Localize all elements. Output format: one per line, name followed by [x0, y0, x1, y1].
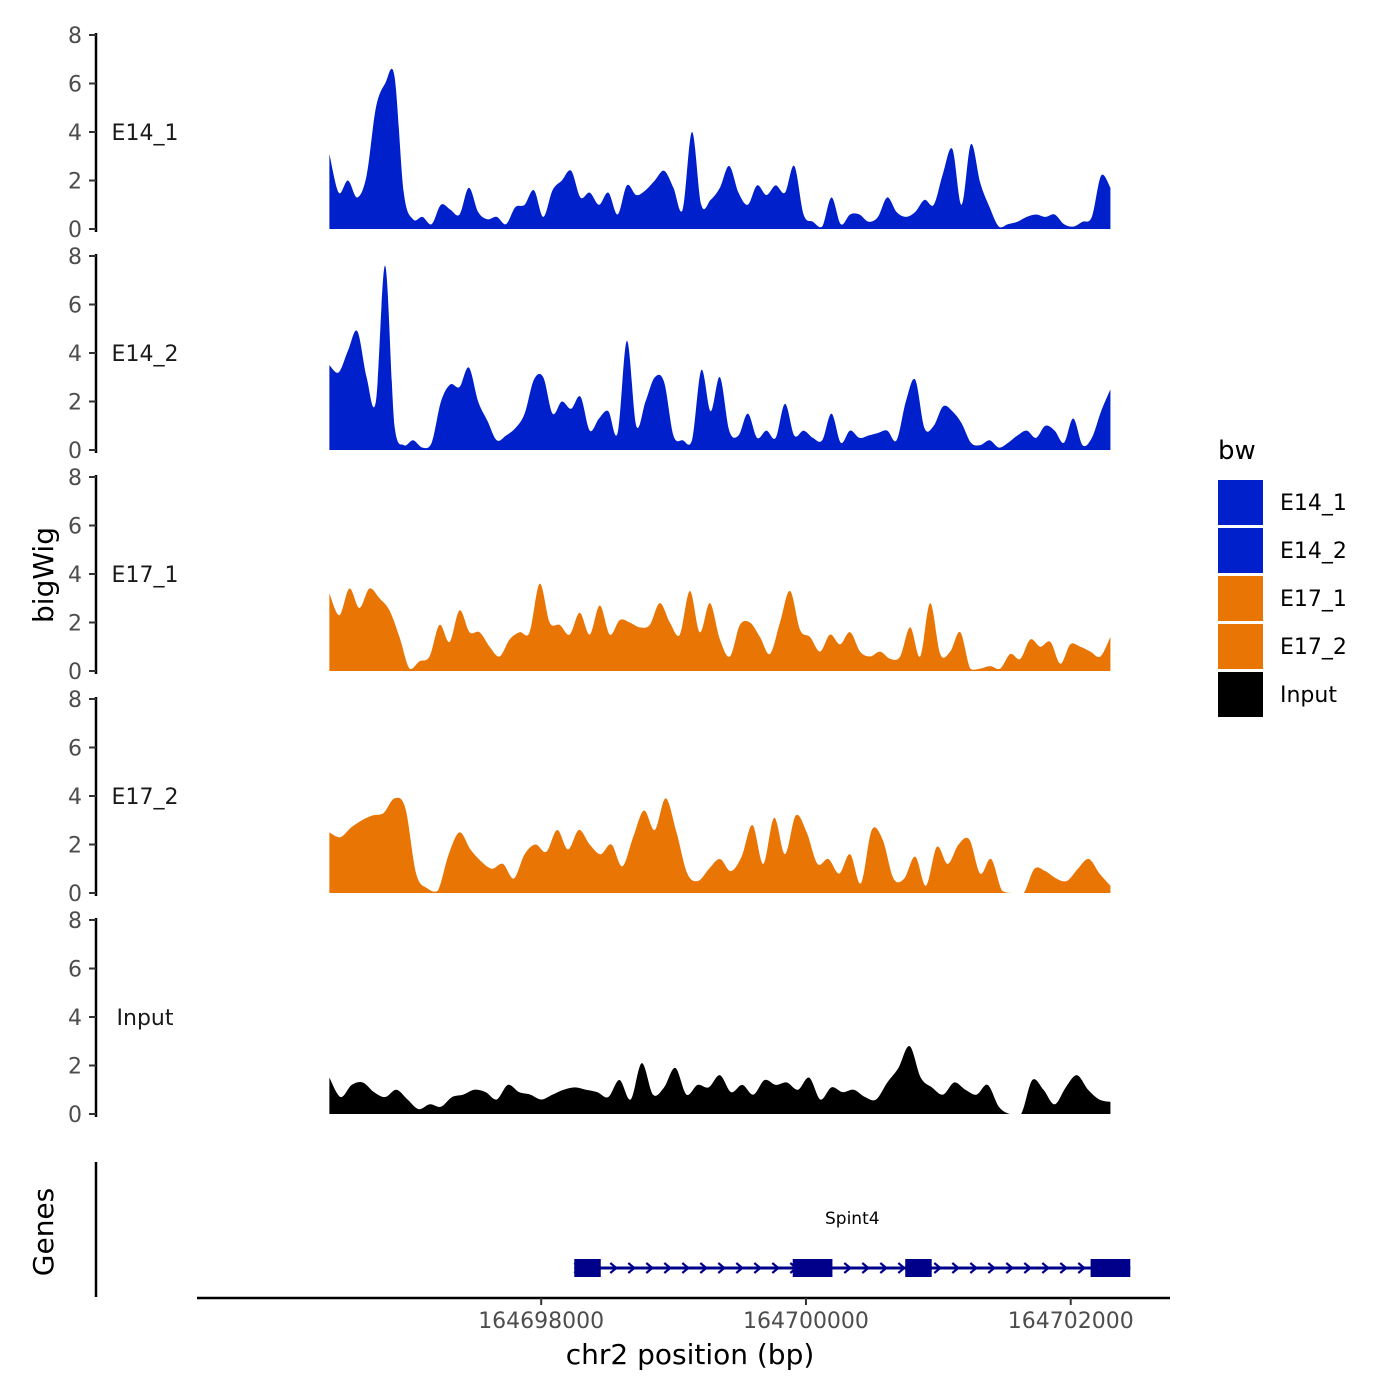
genes-layer: Spint4 — [94, 1162, 1131, 1297]
y-tick-label: 2 — [68, 612, 82, 637]
track-area-E14_2 — [329, 265, 1111, 450]
track-label: E17_1 — [112, 563, 179, 588]
y-tick-label: 0 — [68, 660, 82, 685]
legend-swatch-E14_1 — [1218, 480, 1263, 525]
strand-arrow — [843, 1262, 853, 1274]
exon — [1090, 1259, 1131, 1277]
tracks-layer: 0 2 4 6 8 E14_1 0 2 4 6 8 E14_2 0 2 4 6 8 E17_1 0 2 4 6 8 E17_2… — [68, 24, 1111, 1128]
legend-swatch-E17_1 — [1218, 576, 1263, 621]
y-tick-label: 8 — [68, 466, 82, 491]
strand-arrow — [753, 1262, 763, 1274]
track-label: Input — [117, 1006, 174, 1031]
exon — [574, 1259, 601, 1277]
y-tick-label: 2 — [68, 834, 82, 859]
y-tick-label: 0 — [68, 218, 82, 243]
track-area-E17_1 — [329, 583, 1111, 671]
y-tick-label: 4 — [68, 1006, 82, 1031]
strand-arrow — [609, 1262, 619, 1274]
track-Input: 0 2 4 6 8 Input — [68, 909, 1111, 1128]
strand-arrow — [717, 1262, 727, 1274]
track-label: E17_2 — [112, 785, 179, 810]
y-tick-label: 8 — [68, 245, 82, 270]
legend-label: E17_2 — [1280, 635, 1347, 660]
genes-axis-title: Genes — [27, 1188, 60, 1276]
legend-label: E17_1 — [1280, 587, 1347, 612]
strand-arrow — [663, 1262, 673, 1274]
y-tick-label: 4 — [68, 342, 82, 367]
y-axis-title: bigWig — [27, 527, 60, 623]
y-tick-label: 6 — [68, 73, 82, 98]
gene-Spint4: Spint4 — [573, 1209, 1131, 1277]
legend-label: E14_2 — [1280, 539, 1347, 564]
y-tick-label: 0 — [68, 1103, 82, 1128]
y-tick-label: 4 — [68, 121, 82, 146]
y-tick-label: 0 — [68, 439, 82, 464]
track-label: E14_1 — [112, 121, 179, 146]
y-tick-label: 6 — [68, 737, 82, 762]
strand-arrow — [861, 1262, 871, 1274]
legend-swatch-Input — [1218, 672, 1263, 717]
y-tick-label: 2 — [68, 391, 82, 416]
track-area-E17_2 — [329, 797, 1111, 893]
legend-swatch-E17_2 — [1218, 624, 1263, 669]
track-E17_1: 0 2 4 6 8 E17_1 — [68, 466, 1111, 685]
track-E14_1: 0 2 4 6 8 E14_1 — [68, 24, 1111, 243]
strand-arrow — [771, 1262, 781, 1274]
y-tick-label: 4 — [68, 563, 82, 588]
exon — [792, 1259, 833, 1277]
y-tick-label: 4 — [68, 785, 82, 810]
x-axis-title: chr2 position (bp) — [566, 1338, 815, 1371]
strand-arrow — [1041, 1262, 1051, 1274]
y-tick-label: 2 — [68, 1055, 82, 1080]
strand-arrow — [969, 1262, 979, 1274]
x-tick-label: 164700000 — [743, 1309, 869, 1334]
y-tick-label: 0 — [68, 882, 82, 907]
y-tick-label: 8 — [68, 909, 82, 934]
gene-label: Spint4 — [825, 1209, 880, 1229]
strand-arrow — [735, 1262, 745, 1274]
strand-arrow — [933, 1262, 943, 1274]
strand-arrow — [645, 1262, 655, 1274]
strand-arrow — [897, 1262, 907, 1274]
y-tick-label: 6 — [68, 515, 82, 540]
y-tick-label: 8 — [68, 688, 82, 713]
strand-arrow — [1023, 1262, 1033, 1274]
y-tick-label: 8 — [68, 24, 82, 49]
track-E14_2: 0 2 4 6 8 E14_2 — [68, 245, 1111, 464]
strand-arrow — [699, 1262, 709, 1274]
track-E17_2: 0 2 4 6 8 E17_2 — [68, 688, 1111, 907]
strand-arrow — [1059, 1262, 1069, 1274]
legend-title: bw — [1218, 436, 1256, 466]
strand-arrow — [1005, 1262, 1015, 1274]
strand-arrow — [987, 1262, 997, 1274]
legend-swatch-E14_2 — [1218, 528, 1263, 573]
y-tick-label: 6 — [68, 294, 82, 319]
x-axis: 164698000 164700000 164702000 — [197, 1296, 1170, 1334]
track-area-Input — [329, 1045, 1111, 1114]
x-tick-label: 164698000 — [478, 1309, 604, 1334]
track-area-E14_1 — [329, 68, 1111, 229]
track-label: E14_2 — [112, 342, 179, 367]
strand-arrow — [951, 1262, 961, 1274]
strand-arrow — [627, 1262, 637, 1274]
strand-arrow — [681, 1262, 691, 1274]
exon — [905, 1259, 932, 1277]
y-tick-label: 6 — [68, 958, 82, 983]
legend: bw E14_1 E14_2 E17_1 E17_2 Input — [1218, 436, 1347, 717]
strand-arrow — [1077, 1262, 1087, 1274]
legend-label: E14_1 — [1280, 491, 1347, 516]
x-tick-label: 164702000 — [1008, 1309, 1134, 1334]
y-tick-label: 2 — [68, 170, 82, 195]
strand-arrow — [879, 1262, 889, 1274]
legend-label: Input — [1280, 683, 1337, 708]
